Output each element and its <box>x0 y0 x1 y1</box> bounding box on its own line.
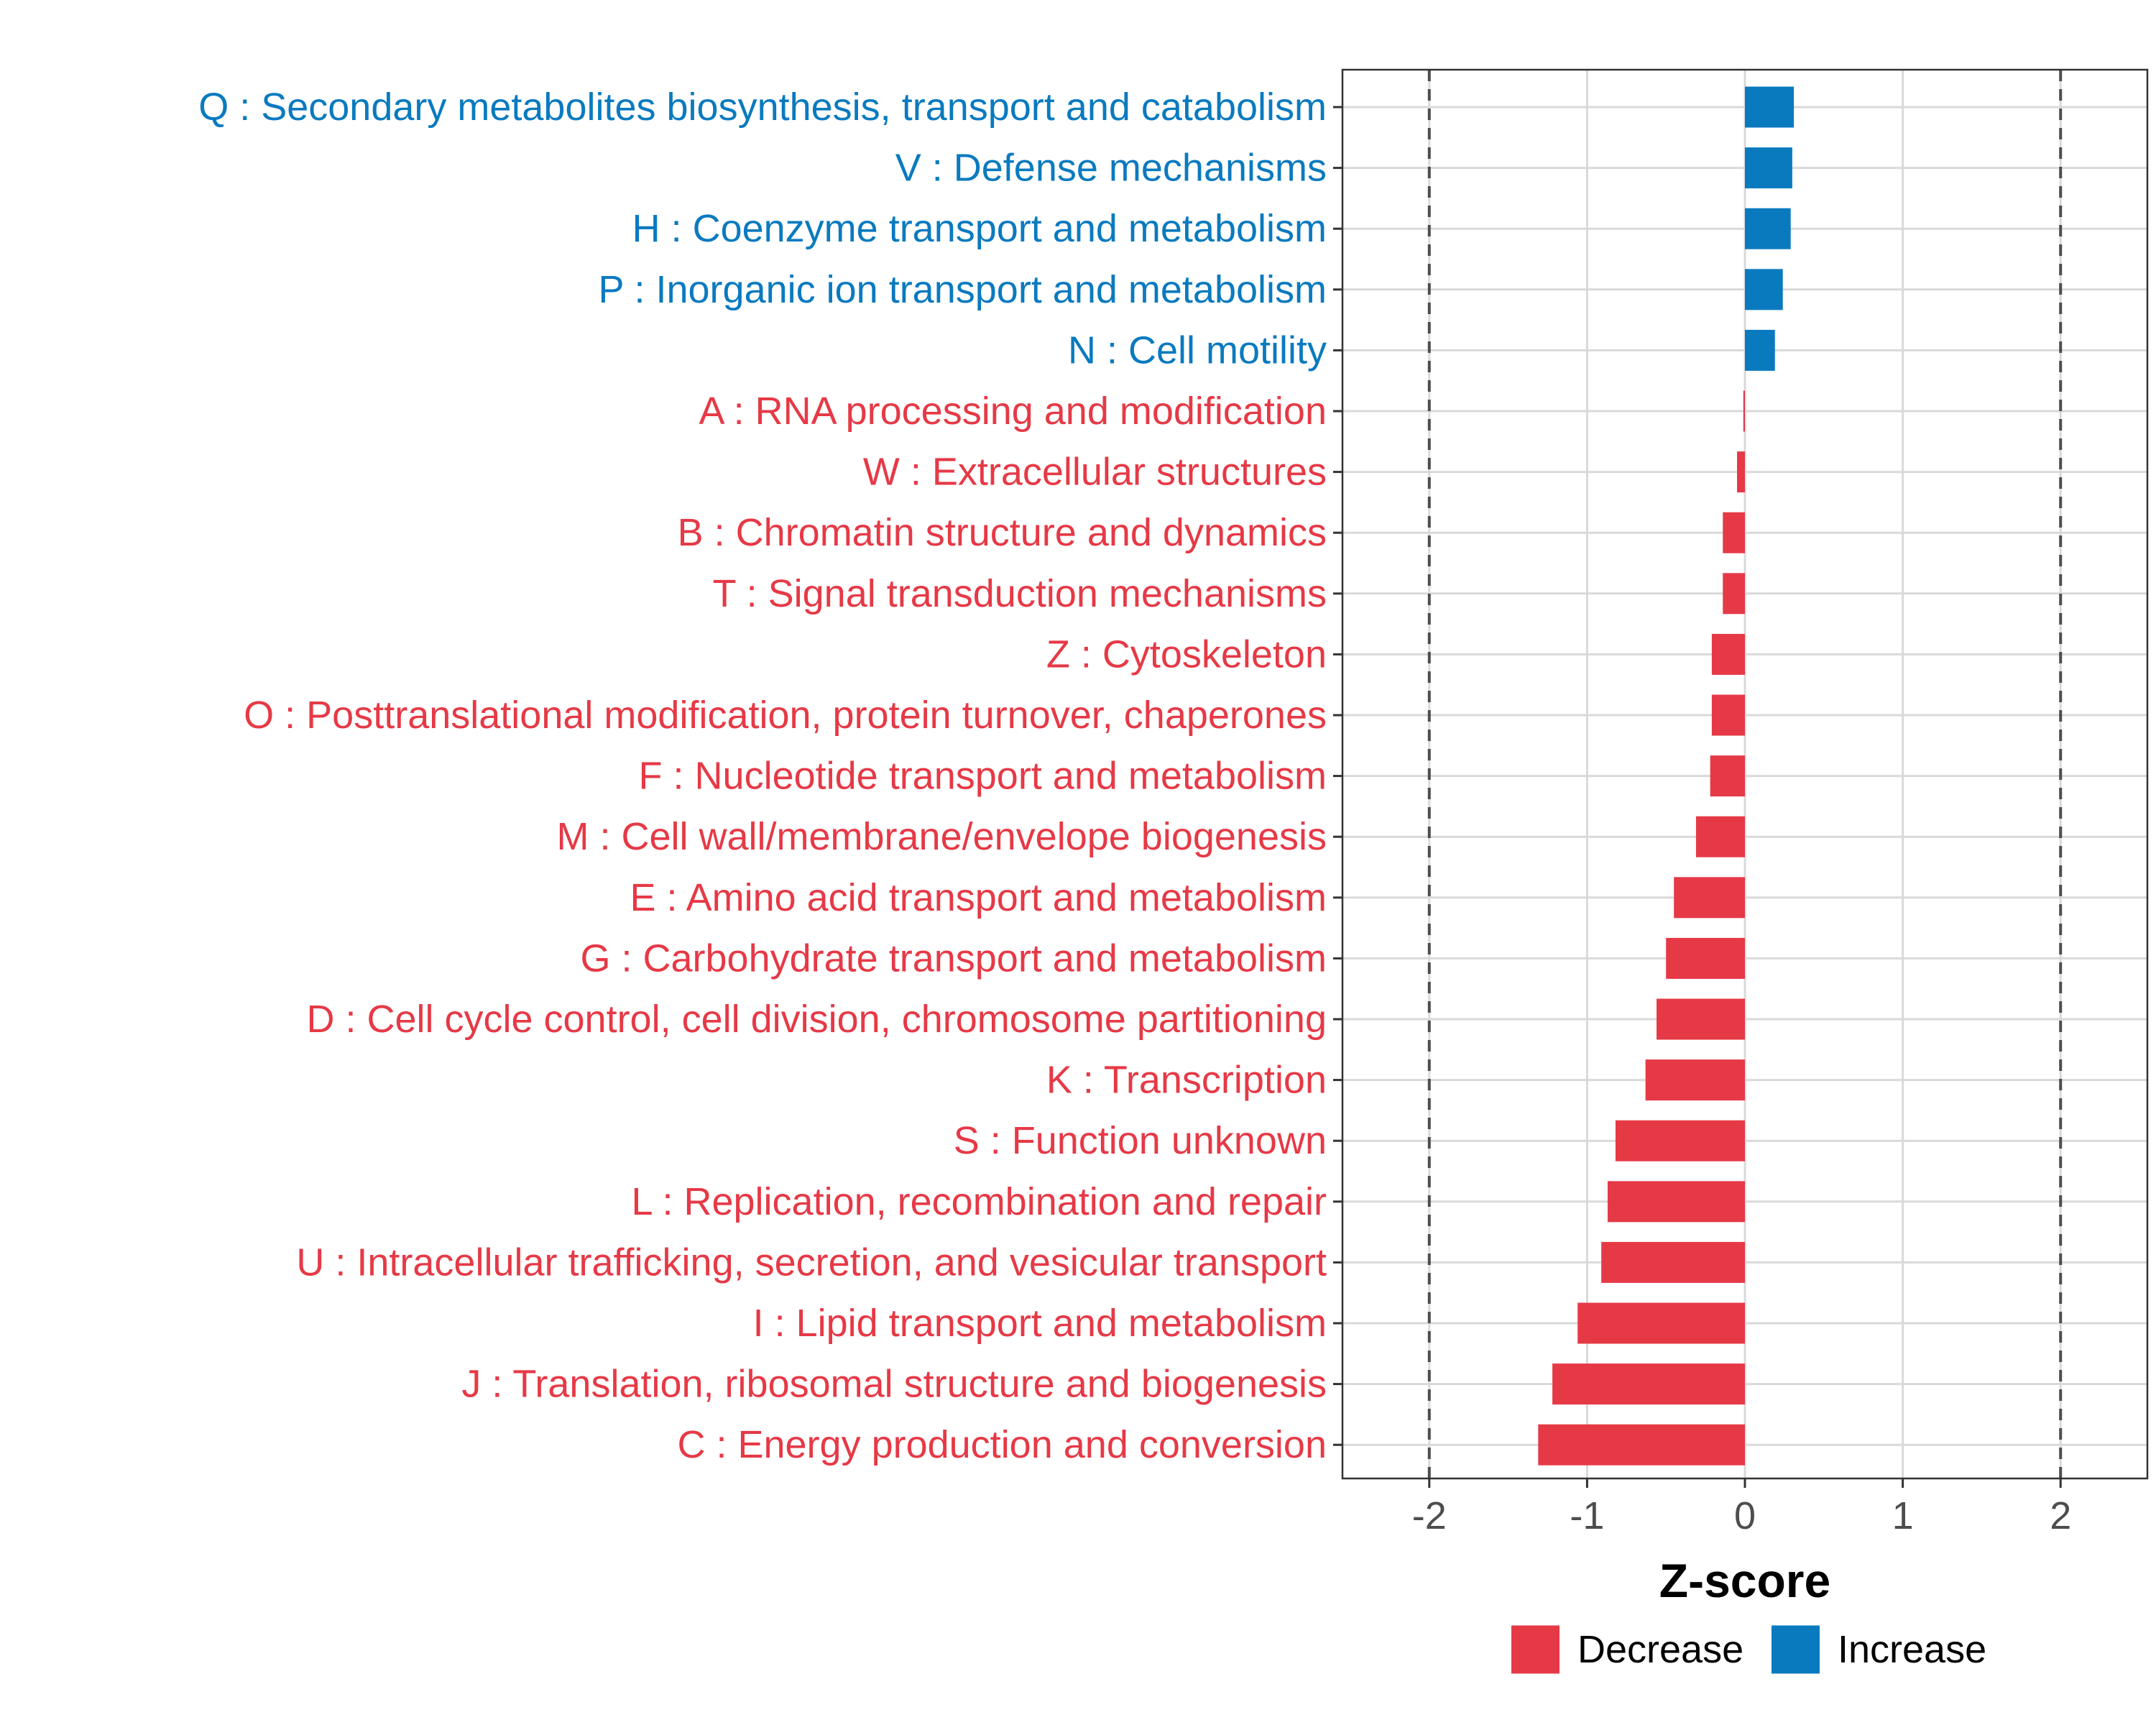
x-tick-label: 2 <box>2050 1494 2071 1537</box>
bar <box>1745 86 1795 128</box>
category-label: W : Extracellular structures <box>863 451 1327 494</box>
reference-lines <box>1427 70 2063 1478</box>
category-label: N : Cell motility <box>1068 328 1327 372</box>
category-label: C : Energy production and conversion <box>677 1423 1327 1466</box>
category-label: D : Cell cycle control, cell division, c… <box>306 998 1327 1041</box>
bar <box>1552 1363 1745 1405</box>
category-label: F : Nucleotide transport and metabolism <box>639 755 1327 798</box>
bar <box>1711 694 1745 736</box>
category-label: T : Signal transduction mechanisms <box>713 572 1327 615</box>
category-label: L : Replication, recombination and repai… <box>631 1180 1327 1223</box>
x-tick-label: 0 <box>1734 1494 1756 1537</box>
bar <box>1745 329 1775 371</box>
bar <box>1745 269 1783 310</box>
x-axis-ticks: -2 -1 0 1 2 <box>1412 1478 2071 1537</box>
bar <box>1657 998 1745 1040</box>
category-label: U : Intracellular trafficking, secretion… <box>296 1241 1327 1284</box>
category-label: S : Function unknown <box>954 1119 1327 1162</box>
bar <box>1743 390 1745 432</box>
bar <box>1645 1059 1745 1101</box>
bar <box>1538 1424 1745 1466</box>
bar <box>1745 147 1792 189</box>
bar <box>1745 208 1791 249</box>
bar <box>1666 937 1745 979</box>
bar <box>1615 1120 1745 1162</box>
x-tick-label: 1 <box>1892 1494 1914 1537</box>
bar <box>1711 633 1745 675</box>
category-label: Z : Cytoskeleton <box>1046 632 1327 676</box>
category-label: E : Amino acid transport and metabolism <box>630 876 1327 919</box>
category-label: K : Transcription <box>1046 1059 1327 1102</box>
category-label: Q : Secondary metabolites biosynthesis, … <box>198 86 1327 129</box>
bar <box>1607 1181 1745 1223</box>
bar <box>1723 573 1745 615</box>
bar <box>1737 451 1745 493</box>
bar <box>1710 755 1745 797</box>
y-axis-category-labels: Q : Secondary metabolites biosynthesis, … <box>198 86 1327 1466</box>
category-label: M : Cell wall/membrane/envelope biogenes… <box>556 815 1327 858</box>
x-axis-title: Z-score <box>1659 1554 1830 1607</box>
y-axis-ticks <box>1333 106 1342 1446</box>
bar <box>1723 512 1745 553</box>
legend-swatch-decrease <box>1511 1625 1560 1674</box>
legend: Decrease Increase <box>1511 1625 1986 1674</box>
legend-swatch-increase <box>1772 1625 1820 1674</box>
bar <box>1674 877 1745 919</box>
category-label: O : Posttranslational modification, prot… <box>244 694 1327 737</box>
bar <box>1577 1302 1745 1344</box>
category-label: B : Chromatin structure and dynamics <box>678 511 1327 554</box>
legend-label-increase: Increase <box>1838 1628 1986 1671</box>
category-label: I : Lipid transport and metabolism <box>753 1302 1327 1345</box>
bars <box>1538 86 1795 1466</box>
x-tick-label: -2 <box>1412 1494 1447 1537</box>
bar <box>1601 1241 1745 1283</box>
bar <box>1695 816 1745 857</box>
category-label: P : Inorganic ion transport and metaboli… <box>598 268 1327 311</box>
x-tick-label: -1 <box>1570 1494 1604 1537</box>
category-label: G : Carbohydrate transport and metabolis… <box>581 937 1327 980</box>
category-label: H : Coenzyme transport and metabolism <box>632 207 1327 250</box>
category-label: J : Translation, ribosomal structure and… <box>461 1363 1327 1406</box>
legend-label-decrease: Decrease <box>1577 1628 1743 1671</box>
category-label: A : RNA processing and modification <box>699 390 1327 433</box>
category-label: V : Defense mechanisms <box>895 147 1327 190</box>
